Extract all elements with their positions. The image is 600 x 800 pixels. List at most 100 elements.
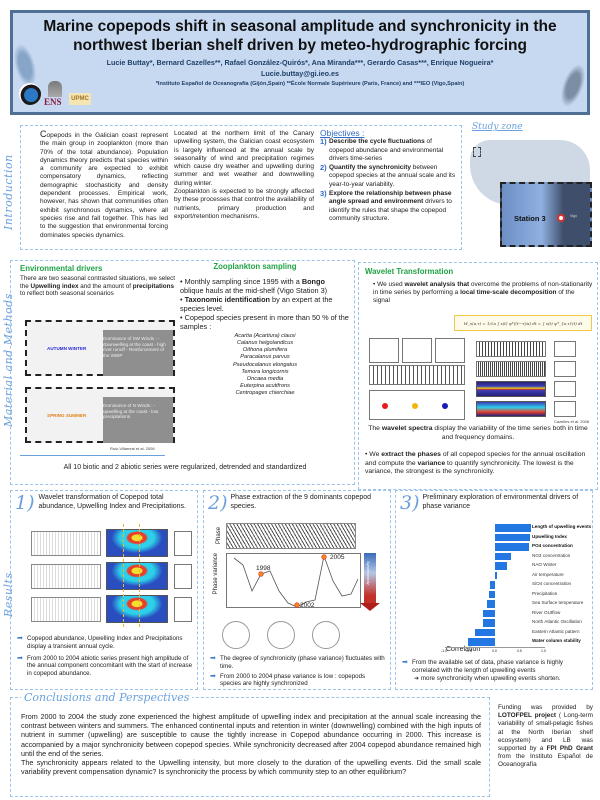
autumn-winter-map: AUTUMN WINTER Dominance of SW Winds : - …: [25, 320, 175, 376]
introduction-panel: [20, 125, 462, 250]
bar-row: SiO4 concentration: [440, 580, 595, 590]
phase-circle-plot: [267, 621, 295, 649]
poster-title: Marine copepods shift in seasonal amplit…: [43, 18, 557, 54]
env-citation: Ruiz-Villarreal et al. 2006: [110, 446, 155, 451]
global-spectrum-plot: [174, 597, 192, 622]
year-2004-marker: [139, 524, 140, 627]
conclusions-title: Conclusions and Perspectives: [21, 691, 193, 705]
bar-row: Upwelling Index: [440, 533, 595, 543]
mother-wavelet-plot: [435, 338, 465, 363]
phase-dot-red: [382, 403, 388, 409]
synchronicity-arrow-icon: Synchronicity: [364, 553, 376, 603]
copepod-abundance-series: [31, 531, 101, 556]
ieo-logo-icon: [19, 83, 41, 105]
phase-series-plot: [226, 523, 356, 549]
species-list: Acartia (Acartiura) clausi Calanus helgo…: [232, 332, 298, 397]
zoom-region-marker: [473, 147, 481, 157]
spring-summer-map: SPRING SUMMER Dominance of N Winds : - u…: [25, 387, 175, 443]
conclusions-panel: Conclusions and Perspectives From 2000 t…: [10, 691, 490, 797]
precipitation-series: [31, 597, 101, 622]
poster-header: Marine copepods shift in seasonal amplit…: [9, 10, 591, 115]
station-inset-map: Station 3 Vigo: [500, 182, 592, 247]
phase-dot-blue: [442, 403, 448, 409]
result-bullet: ➡ The degree of synchronicity (phase vari…: [210, 655, 385, 670]
study-zone-title: Study zone: [472, 122, 523, 132]
zoo-sampling-title: Zooplankton sampling: [213, 262, 297, 271]
correlation-bar-chart: Length of upwelling events Upwelling Ind…: [440, 523, 595, 655]
sine-series-plot: [476, 341, 546, 357]
mother-wavelet-plot: [402, 338, 432, 363]
phase-dots-plot: [369, 390, 465, 420]
phase-extraction-text: • We extract the phases of all copepod s…: [365, 451, 586, 475]
result-bullet: ➡ From the available set of data, phase v…: [402, 659, 563, 674]
result-bullet: ➡ From 2000 to 2004 abiotic series presen…: [17, 654, 193, 678]
zooplankton-sampling-block: Zooplankton sampling • Monthly sampling …: [180, 262, 350, 398]
phase-circle-plot: [222, 621, 250, 649]
wavelet-formula: W_x(a,τ) = 1/√a ∫ x(t) ψ*((t−τ)/a) dt = …: [454, 315, 592, 331]
wavelet-spectrum: [476, 381, 546, 397]
series-note: All 10 biotic and 2 abiotic series were …: [63, 464, 307, 471]
result-bullet: ➡ Copepod abundance, Upwelling Index and …: [17, 635, 183, 650]
study-zone-map: Station 3 Vigo: [465, 135, 595, 250]
mother-wavelet-plot: [369, 338, 399, 363]
bar-row: Water column stability: [440, 637, 595, 647]
phase-dot-yellow: [412, 403, 418, 409]
x-axis: -1.0 -0.5 0.0 0.5 1.0: [441, 646, 546, 653]
global-spectrum-plot: [174, 564, 192, 589]
global-spectrum-plot: [554, 341, 576, 357]
funding-note: Funding was provided by LOTOFPEL project…: [498, 704, 593, 769]
objectives-title: Objectives :: [320, 128, 365, 138]
section-label-introduction: Introduction: [2, 154, 15, 231]
year-2000-marker: [123, 524, 124, 627]
arrow-icon: ➡: [17, 654, 23, 662]
bar-row: Eastern Atlantic pattern: [440, 628, 595, 638]
contact-email[interactable]: Lucie.buttay@gi.ieo.es: [260, 69, 340, 78]
results-panel-1: 1) Wavelet transformation of Copepod tot…: [10, 490, 198, 690]
bar-row: NAO Winter: [440, 561, 595, 571]
wavelet-spectrum: [476, 401, 546, 417]
objectives-block: Objectives : 1) Describe the cycle fluct…: [320, 129, 458, 223]
objective-item: 3) Explore the relationship between phas…: [320, 189, 452, 222]
objective-item: 1) Describe the cycle fluctuations of co…: [320, 137, 444, 162]
upwelling-index-series: [31, 564, 101, 589]
result-bullet: ➡ From 2000 to 2004 phase variance is low…: [210, 672, 366, 688]
results-panel-3: 3) Preliminary exploration of environmen…: [395, 490, 593, 690]
phase-variance-chart: [226, 553, 361, 608]
bar-row: Precipitation: [440, 590, 595, 600]
bar-row: River OUtflow: [440, 609, 595, 619]
intro-column-2: Located at the northern limit of the Can…: [174, 130, 314, 220]
arrow-icon: ➡: [402, 659, 408, 666]
wavelet-panel: Wavelet Transformation • We used wavelet…: [358, 262, 598, 490]
correlation-axis-label: Correlation: [446, 646, 481, 653]
wavelet-power-spectrum: [106, 562, 168, 590]
bar-row: NO3 concentration: [440, 552, 595, 562]
global-spectrum-plot: [174, 531, 192, 556]
results-panel-2: 2) Phase extraction of the 9 dominants c…: [203, 490, 391, 690]
methods-panel: [10, 260, 355, 485]
bar-row: Sea Surface temperature: [440, 599, 595, 609]
wavelet-power-spectrum: [106, 529, 168, 557]
bar-row: Air temperature: [440, 571, 595, 581]
arrow-icon: ➡: [210, 672, 216, 680]
bracket-line: [20, 455, 165, 456]
affiliations: *Instituto Español de Oceanografía (Gijó…: [155, 81, 465, 87]
wavelet-power-spectrum: [106, 595, 168, 623]
global-spectrum-plot: [554, 361, 576, 377]
ens-building-icon: [48, 81, 62, 97]
environmental-drivers-block: Environmental drivers There are two seas…: [20, 264, 180, 298]
bar-row: PO4 concentration: [440, 542, 595, 552]
env-drivers-title: Environmental drivers: [20, 264, 103, 273]
bar-row: Length of upwelling events: [440, 523, 595, 533]
signal-plot: [369, 365, 465, 385]
intro-column-1: Copepods in the Galician coast represent…: [40, 129, 168, 239]
chirp-series-plot: [476, 361, 546, 377]
upmc-logo: UPMC: [69, 93, 91, 105]
arrow-icon: ➡: [210, 655, 216, 662]
global-spectrum-plot: [554, 401, 576, 417]
conclusions-text: From 2000 to 2004 the study zone experie…: [21, 712, 481, 777]
annotation-2002: 2002: [300, 602, 315, 609]
wavelet-spectra-text: The wavelet spectra display the variabil…: [368, 425, 588, 441]
phase-circle-plot: [312, 621, 340, 649]
ens-logo: ENS: [44, 81, 66, 109]
authors: Lucie Buttay*, Bernard Cazelles**, Rafae…: [106, 58, 494, 67]
